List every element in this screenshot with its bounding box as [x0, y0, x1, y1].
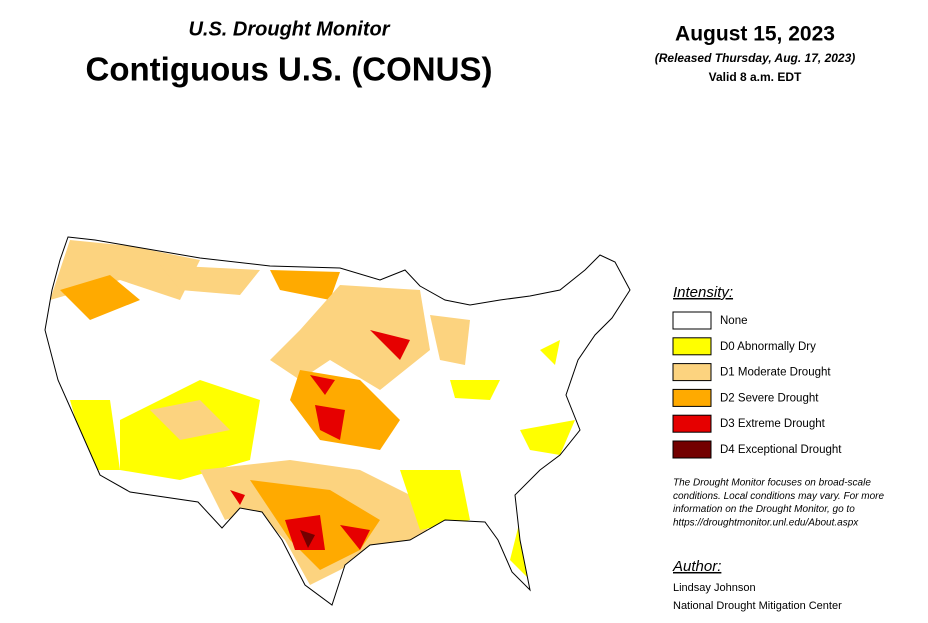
note-line: https://droughtmonitor.unl.edu/About.asp…	[673, 518, 859, 529]
map-title: U.S. Drought Monitor	[188, 18, 390, 40]
legend-swatch	[672, 311, 712, 330]
author-line: Lindsay Johnson	[673, 582, 756, 594]
legend-swatch	[672, 440, 712, 459]
legend: None D0 Abnormally Dry D1 Moderate Drought…	[672, 311, 842, 459]
legend-swatch	[672, 363, 712, 382]
legend-title: Intensity:	[673, 284, 733, 301]
legend-swatch	[672, 388, 712, 407]
legend-label: D3 Extreme Drought	[720, 418, 826, 430]
valid-time: Valid 8 a.m. EDT	[709, 70, 802, 84]
legend-label: None	[720, 315, 748, 327]
map-date: August 15, 2023	[675, 23, 835, 46]
legend-label: D4 Exceptional Drought	[720, 444, 842, 456]
note-line: information on the Drought Monitor, go t…	[673, 504, 855, 515]
us-map	[44, 236, 631, 606]
author-line: National Drought Mitigation Center	[673, 600, 842, 612]
legend-swatch	[672, 337, 712, 356]
note-line: conditions. Local conditions may vary. F…	[673, 491, 884, 502]
map-subtitle: Contiguous U.S. (CONUS)	[86, 51, 493, 88]
note: The Drought Monitor focuses on broad-sca…	[673, 478, 884, 529]
release-date: (Released Thursday, Aug. 17, 2023)	[655, 51, 856, 65]
legend-label: D2 Severe Drought	[720, 392, 819, 404]
author: Lindsay Johnson National Drought Mitigati…	[673, 582, 842, 612]
legend-label: D0 Abnormally Dry	[720, 341, 816, 353]
author-title: Author:	[672, 558, 721, 575]
legend-label: D1 Moderate Drought	[720, 367, 831, 379]
legend-swatch	[672, 414, 712, 433]
note-line: The Drought Monitor focuses on broad-sca…	[673, 478, 871, 489]
